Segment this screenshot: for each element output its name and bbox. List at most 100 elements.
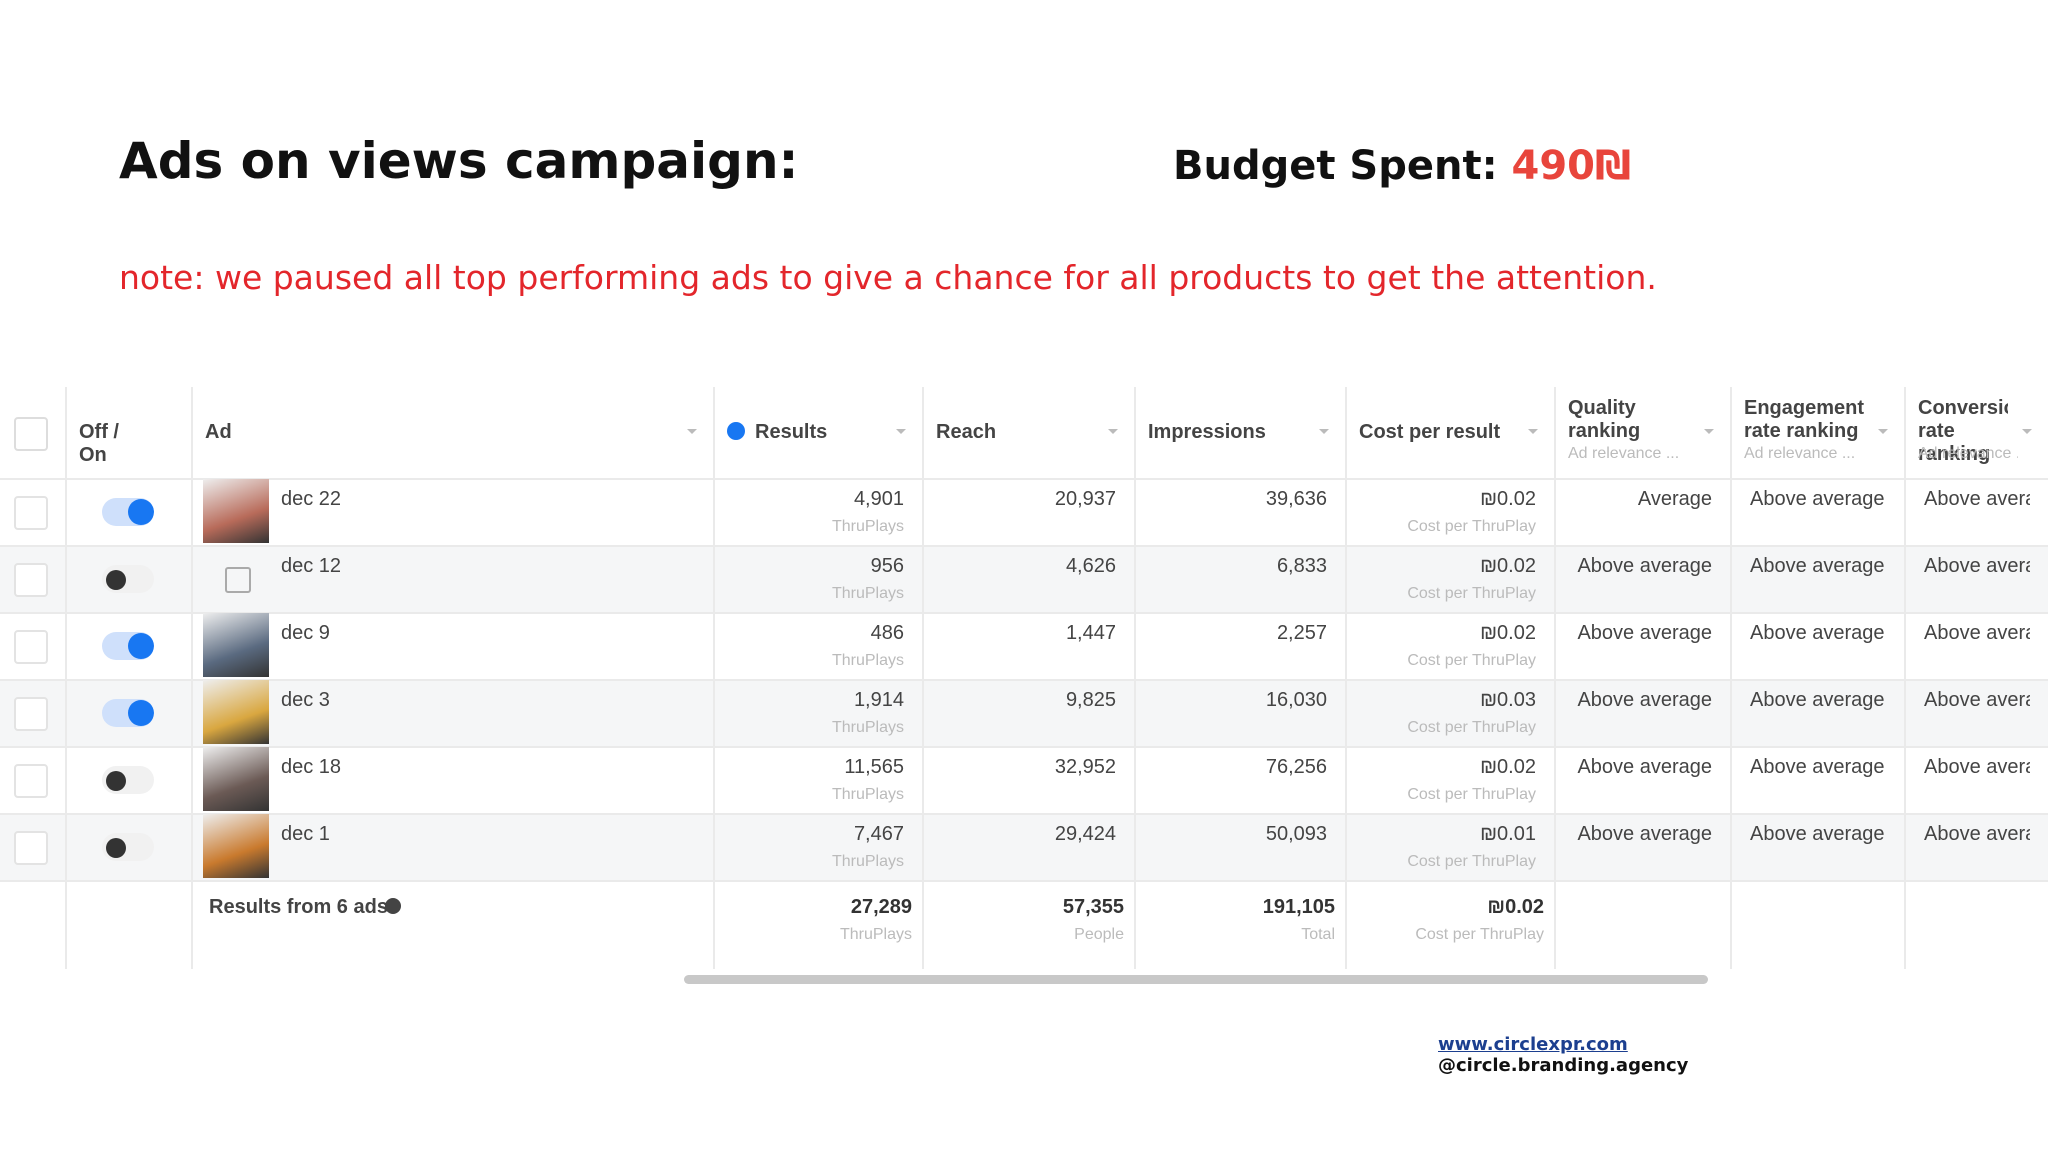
cell-value: 16,030	[1265, 689, 1327, 711]
ranking: Above average	[1577, 622, 1712, 644]
toggle[interactable]	[102, 565, 154, 593]
sort-arrow[interactable]	[1108, 429, 1118, 434]
checkbox[interactable]	[14, 496, 48, 530]
column-header: Cost per result	[1359, 421, 1501, 443]
toggle-knob	[128, 633, 154, 659]
toggle[interactable]	[102, 766, 154, 794]
row-bg	[0, 545, 2048, 612]
checkbox[interactable]	[14, 764, 48, 798]
sort-arrow[interactable]	[1528, 429, 1538, 434]
cell-unit: ThruPlays	[831, 786, 904, 803]
ranking: Above average	[1924, 555, 2030, 577]
column-header: Reach	[936, 421, 997, 443]
scrollbar[interactable]	[684, 975, 1708, 984]
ranking: Above average	[1924, 756, 2030, 778]
info-icon	[385, 898, 401, 914]
ad-name: dec 9	[281, 622, 330, 644]
column-divider	[191, 387, 193, 969]
row-bg	[0, 813, 2048, 880]
footer-value: 27,289	[850, 896, 912, 918]
cell-value: ₪0.02	[1480, 555, 1536, 577]
column-header: Impressions	[1148, 421, 1266, 443]
toggle-knob	[106, 838, 126, 858]
checkbox[interactable]	[14, 563, 48, 597]
thumbnail-placeholder	[225, 567, 251, 593]
ranking: Above average	[1577, 555, 1712, 577]
footer-unit: ThruPlays	[839, 926, 912, 943]
row-divider	[0, 478, 2048, 480]
cell-value: 4,901	[853, 488, 904, 510]
sort-arrow[interactable]	[1878, 429, 1888, 434]
cell-unit: Cost per ThruPlay	[1407, 853, 1536, 870]
column-divider	[1554, 387, 1556, 969]
cell-value: 486	[870, 622, 904, 644]
checkbox[interactable]	[14, 417, 48, 451]
sort-arrow[interactable]	[1704, 429, 1714, 434]
ranking: Above average	[1750, 488, 1885, 510]
cell-value: ₪0.02	[1480, 622, 1536, 644]
footer-unit: Cost per ThruPlay	[1415, 926, 1544, 943]
column-divider	[1134, 387, 1136, 969]
cell-value: 1,914	[853, 689, 904, 711]
cell-unit: Cost per ThruPlay	[1407, 786, 1536, 803]
cell-unit: ThruPlays	[831, 585, 904, 602]
thumbnail	[203, 613, 269, 677]
ad-name: dec 18	[281, 756, 342, 778]
checkbox[interactable]	[14, 831, 48, 865]
checkbox[interactable]	[14, 697, 48, 731]
website-link[interactable]: www.circlexpr.com	[1438, 1034, 1628, 1055]
cell-unit: Cost per ThruPlay	[1407, 719, 1536, 736]
thumbnail	[203, 747, 269, 811]
sort-arrow[interactable]	[687, 429, 697, 434]
handle: @circle.branding.agency	[1438, 1055, 1689, 1076]
cell-value: 2,257	[1276, 622, 1327, 644]
cell-value: 11,565	[844, 756, 904, 778]
toggle[interactable]	[102, 699, 154, 727]
footer-unit: Total	[1301, 926, 1335, 943]
row-bg	[0, 478, 2048, 545]
column-header: Engagement rate ranking	[1744, 397, 1864, 442]
cell-value: 7,467	[853, 823, 904, 845]
toggle[interactable]	[102, 632, 154, 660]
ranking: Average	[1637, 488, 1712, 510]
cell-value: ₪0.01	[1480, 823, 1536, 845]
row-divider	[0, 813, 2048, 815]
thumbnail	[203, 479, 269, 543]
ads-table: Off / On Ad Results Reach Impressions Cost pe…	[0, 387, 2048, 969]
cell-unit: ThruPlays	[831, 853, 904, 870]
cell-value: 956	[870, 555, 904, 577]
title: Ads on views campaign:	[119, 132, 799, 190]
row-divider	[0, 545, 2048, 547]
ranking: Above average	[1750, 622, 1885, 644]
row-bg	[0, 679, 2048, 746]
row-divider	[0, 880, 2048, 882]
row-divider	[0, 679, 2048, 681]
ad-name: dec 3	[281, 689, 330, 711]
sort-arrow[interactable]	[2022, 429, 2032, 434]
cell-unit: ThruPlays	[831, 719, 904, 736]
cell-value: 76,256	[1265, 756, 1327, 778]
info-icon	[727, 422, 745, 440]
column-header: Off / On	[79, 421, 119, 466]
ranking: Above average	[1577, 689, 1712, 711]
ranking: Above average	[1924, 622, 2030, 644]
column-divider	[65, 387, 67, 969]
toggle[interactable]	[102, 498, 154, 526]
cell-value: ₪0.03	[1480, 689, 1536, 711]
ad-name: dec 22	[281, 488, 342, 510]
thumbnail	[203, 814, 269, 878]
column-divider	[1345, 387, 1347, 969]
checkbox[interactable]	[14, 630, 48, 664]
column-divider	[713, 387, 715, 969]
sort-arrow[interactable]	[1319, 429, 1329, 434]
column-sublabel: Ad relevance ...	[1568, 445, 1680, 462]
cell-value: 1,447	[1065, 622, 1116, 644]
column-divider	[922, 387, 924, 969]
cell-value: ₪0.02	[1480, 488, 1536, 510]
footer-value: ₪0.02	[1487, 896, 1544, 918]
column-sublabel: Ad relevance ...	[1918, 445, 2018, 462]
toggle[interactable]	[102, 833, 154, 861]
footer-unit: People	[1074, 926, 1124, 943]
sort-arrow[interactable]	[896, 429, 906, 434]
